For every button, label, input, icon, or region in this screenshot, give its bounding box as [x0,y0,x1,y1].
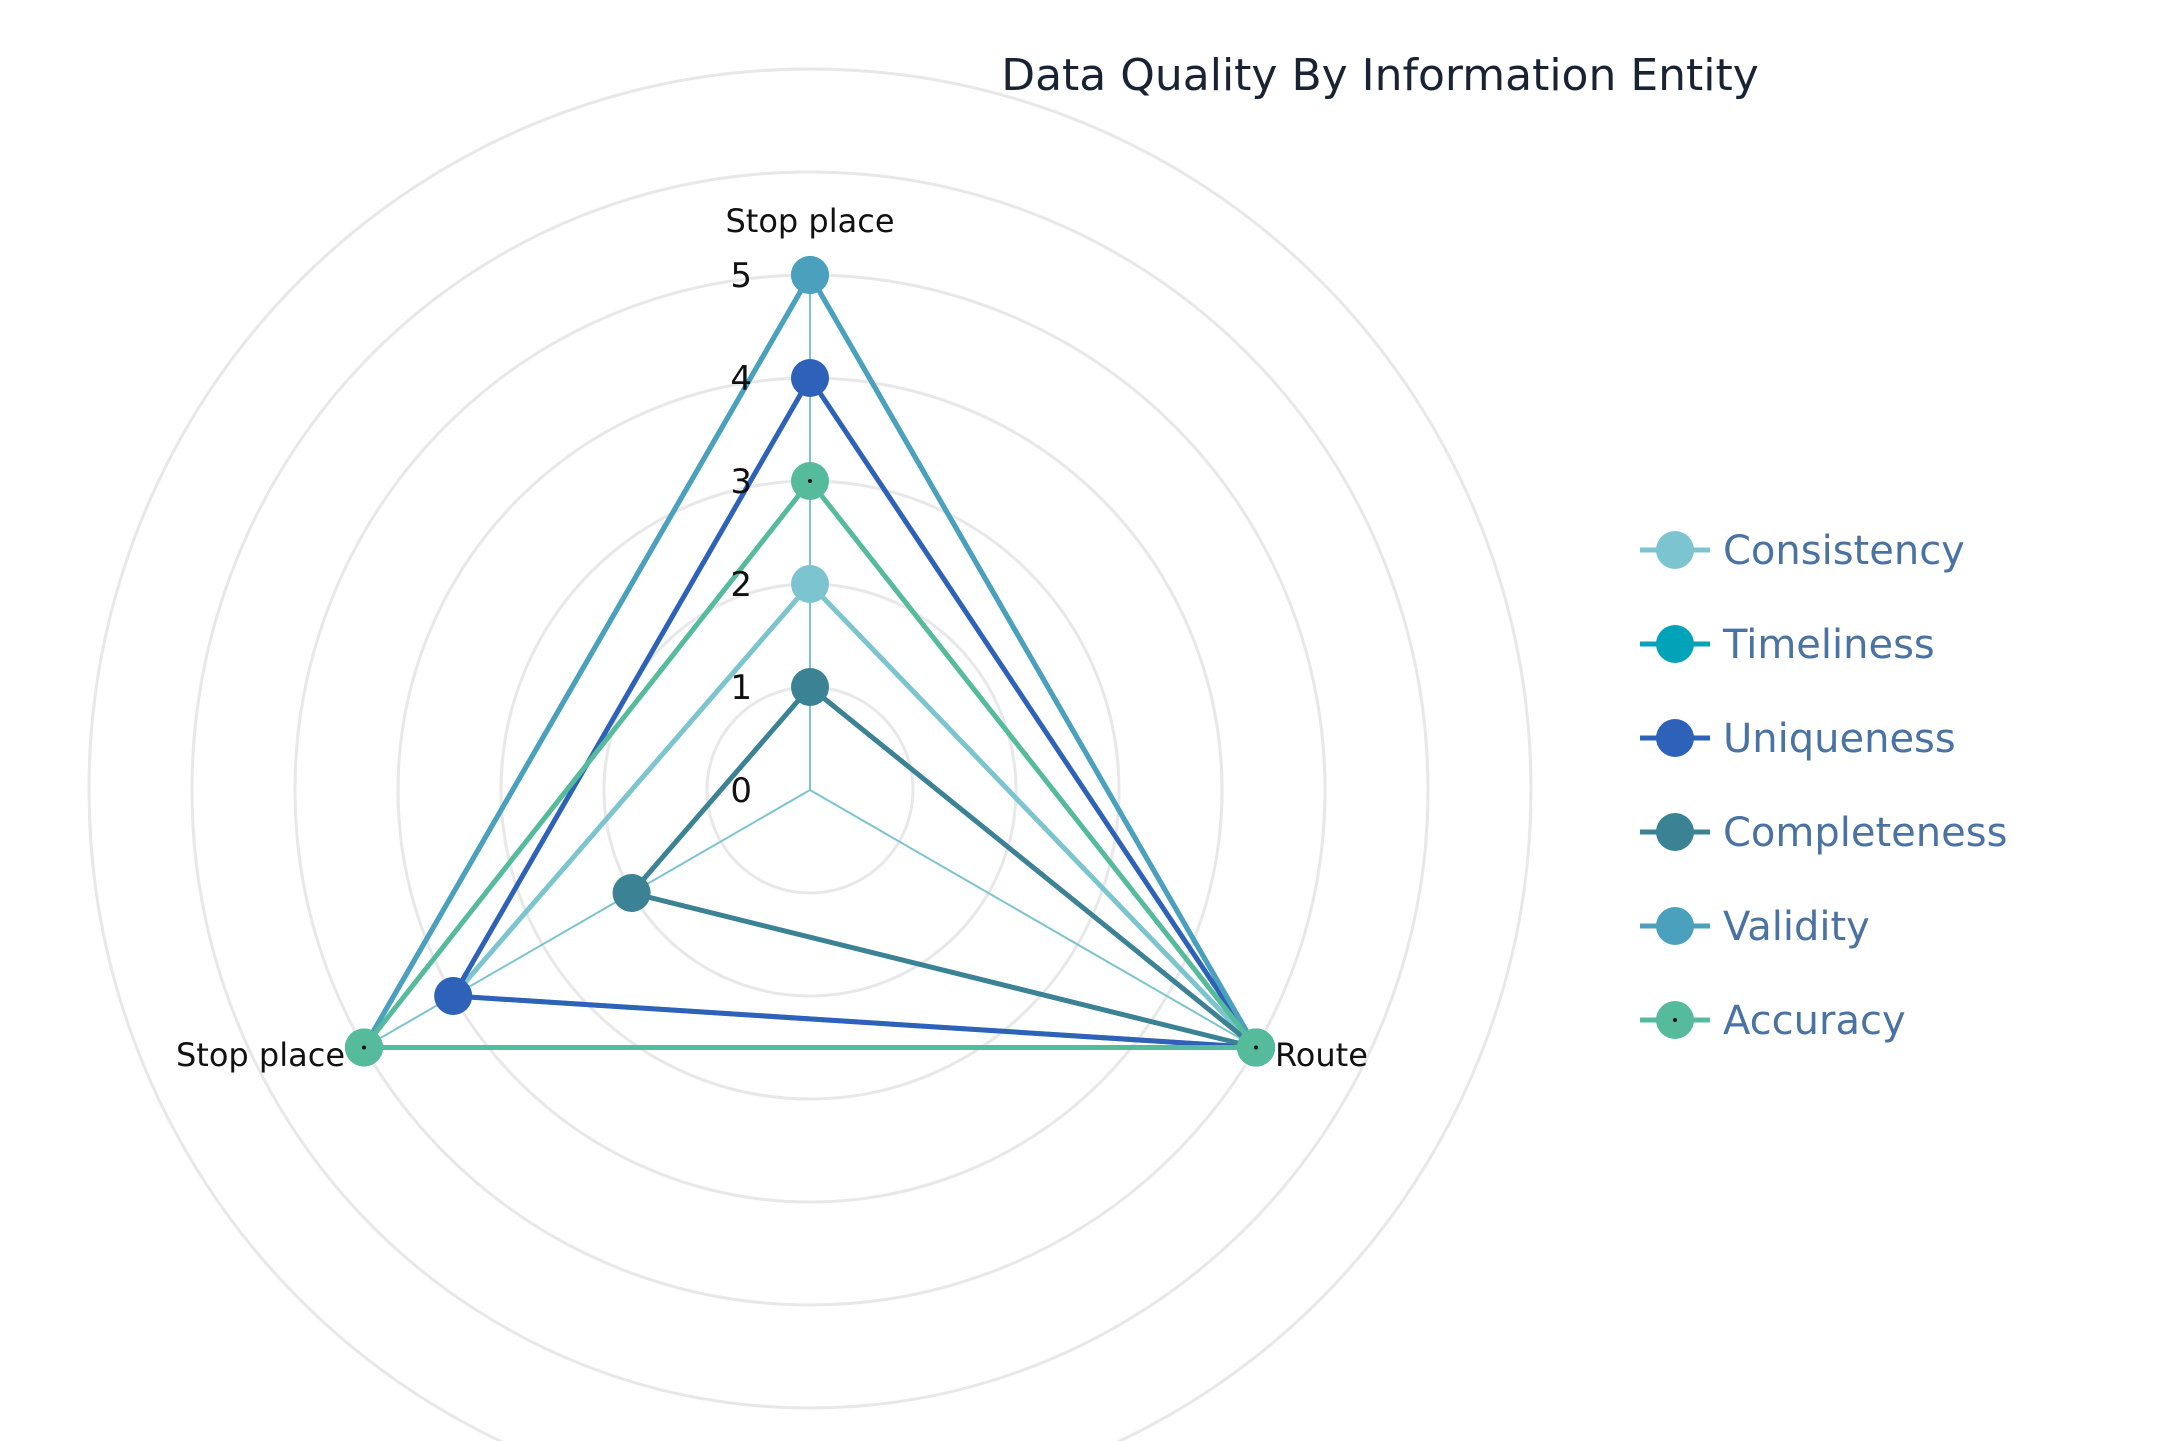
data-point [791,565,829,603]
series-layer [344,256,1276,1067]
legend-swatch-marker [1656,907,1694,945]
data-point-center [808,479,812,483]
category-labels: Stop place Route Stop place [176,202,1368,1074]
radial-tick-label: 3 [730,462,752,502]
category-label: Stop place [176,1036,345,1074]
radial-tick-label: 0 [730,771,752,811]
series-line [450,375,1259,1050]
data-point [434,977,473,1015]
legend-item-uniqueness[interactable]: Uniqueness [1640,716,1956,762]
chart-title: Data Quality By Information Entity [1001,50,1759,101]
radial-tick-label: 5 [730,256,752,296]
legend-swatch-marker [1656,625,1694,663]
legend-label: Completeness [1723,810,2007,856]
data-point [791,668,829,706]
radial-tick-label: 1 [730,668,752,708]
grid-circle [87,67,1533,1441]
legend-label: Uniqueness [1723,716,1956,762]
series-line [361,478,1259,1050]
category-axis-line [809,789,1257,1049]
radial-tick-label: 2 [730,565,752,605]
category-label: Route [1275,1036,1368,1074]
legend-label: Accuracy [1723,998,1906,1044]
radial-tick-label: 4 [730,359,752,399]
category-label: Stop place [725,202,894,240]
legend-swatch-marker [1656,531,1694,569]
grid-circle [190,170,1430,1410]
legend-swatch-marker [1656,719,1694,757]
legend-item-completeness[interactable]: Completeness [1640,810,2007,856]
legend-label: Validity [1723,904,1870,950]
legend[interactable]: Consistency Timeliness Uniqueness Completen… [1640,528,2007,1044]
series-accuracy [344,462,1276,1067]
legend-item-timeliness[interactable]: Timeliness [1640,622,1935,668]
data-point-center [361,1045,366,1050]
legend-item-consistency[interactable]: Consistency [1640,528,1965,574]
radial-tick-labels: 0 1 2 3 4 5 [730,256,752,811]
legend-item-validity[interactable]: Validity [1640,904,1870,950]
data-point [612,874,651,912]
legend-swatch-marker [1656,813,1694,851]
data-point [791,256,829,294]
legend-item-accuracy[interactable]: Accuracy [1640,998,1906,1044]
legend-swatch-center [1673,1018,1677,1022]
legend-label: Consistency [1723,528,1965,574]
data-point-center [1254,1045,1259,1050]
legend-label: Timeliness [1722,622,1935,668]
data-point [791,359,829,397]
series-line [629,684,1259,1050]
